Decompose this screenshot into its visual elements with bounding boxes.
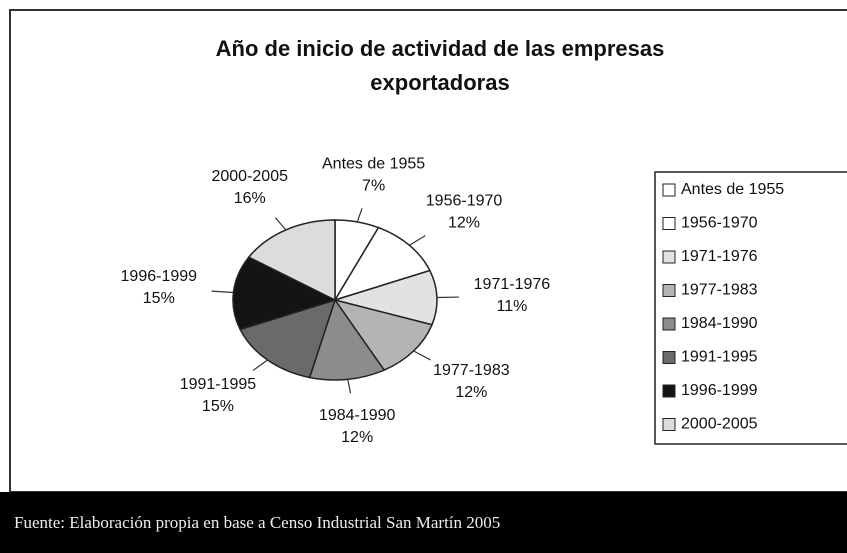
legend-swatch [662,183,676,197]
leader-line [409,235,426,246]
leader-line [347,379,352,394]
leader-line [211,290,234,294]
slice-value-label: 12% [341,429,373,446]
pie-slice [239,298,337,379]
legend-label: Antes de 1955 [681,181,784,198]
legend-swatch [662,384,676,398]
slice-value-label: 15% [143,290,175,307]
slice-value-label: 12% [455,384,487,401]
leader-line [274,217,287,231]
pie-slice [232,256,338,331]
legend-label: 1971-1976 [681,248,758,265]
slice-label: 1977-1983 [433,362,510,379]
chart-title: Año de inicio de actividad de las empres… [215,36,665,95]
pie-slice [332,269,438,326]
legend-label: 1984-1990 [681,315,758,332]
legend-label: 1996-1999 [681,382,758,399]
legend-label: 1956-1970 [681,215,758,232]
legend-label: 1991-1995 [681,349,758,366]
slice-label: 1971-1976 [474,276,551,293]
leader-line [413,350,431,361]
slice-label: 1991-1995 [180,376,257,393]
legend-swatch [662,418,676,431]
slice-label: 1996-1999 [121,268,198,285]
slice-value-label: 7% [362,177,385,194]
legend-swatch [662,217,676,230]
pie-slice [247,219,336,302]
legend-box [654,171,847,445]
slice-value-label: 11% [496,298,527,315]
slice-label: 1984-1990 [319,407,396,424]
leader-line [252,359,268,371]
leader-line [356,208,363,223]
slice-value-label: 16% [234,190,266,207]
legend-swatch [662,317,676,331]
slice-value-label: 12% [448,215,480,232]
pie-slice [333,226,431,302]
legend-label: 2000-2005 [681,416,758,433]
slice-value-label: 15% [202,398,234,415]
slice-label: Antes de 1955 [322,155,425,172]
slice-label: 1956-1970 [426,193,503,210]
source-note: Fuente: Elaboración propia en base a Cen… [0,492,847,553]
legend-swatch [662,351,676,364]
legend-label: 1977-1983 [681,282,758,299]
legend-swatch [662,250,676,264]
slice-label: 2000-2005 [211,168,288,185]
legend-swatch [662,284,676,297]
